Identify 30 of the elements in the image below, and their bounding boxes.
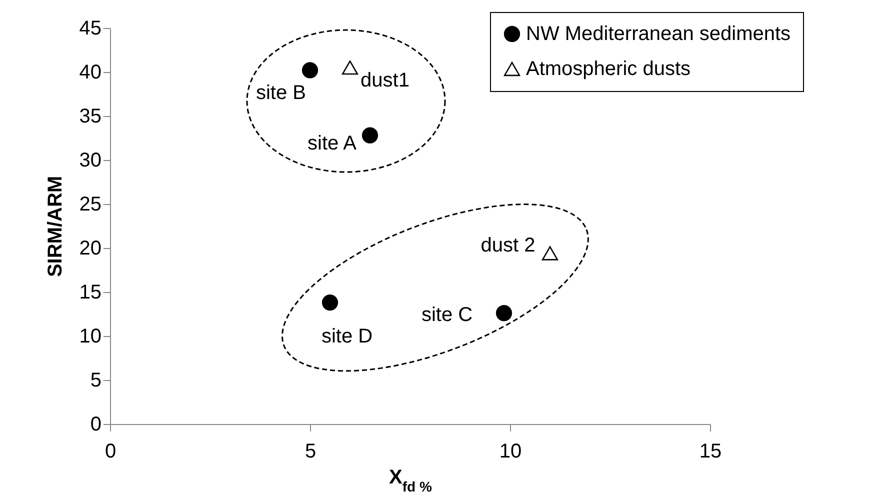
annotation: site B [256,82,306,104]
y-tick-label: 35 [79,106,102,128]
annotation: site C [421,304,473,326]
point [362,127,378,144]
point [322,294,338,311]
point [542,246,558,260]
annotation: dust1 [360,70,410,92]
x-tick-label: 5 [304,440,316,462]
y-tick-label: 0 [90,414,102,436]
legend-label: NW Mediterranean sediments [526,23,791,45]
legend-label: Atmospheric dusts [526,58,691,80]
annotation: site D [321,326,373,348]
x-tick-label: 0 [104,440,116,462]
y-axis-title: SIRM/ARM [44,176,66,278]
y-tick-label: 10 [79,326,102,348]
x-tick-label: 15 [699,440,722,462]
point [302,62,318,78]
y-tick-label: 20 [79,238,102,260]
x-tick-label: 10 [499,440,522,462]
y-tick-label: 30 [79,150,102,172]
annotation: site A [308,132,358,154]
y-tick-label: 45 [79,18,102,40]
x-axis-title: X$_{fd %}$ [389,466,432,494]
point [342,60,358,75]
y-tick-label: 40 [79,62,102,84]
annotation: dust 2 [480,234,536,256]
y-tick-label: 5 [90,370,102,392]
point [496,305,512,322]
y-tick-label: 15 [79,282,102,304]
y-tick-label: 25 [79,194,102,216]
